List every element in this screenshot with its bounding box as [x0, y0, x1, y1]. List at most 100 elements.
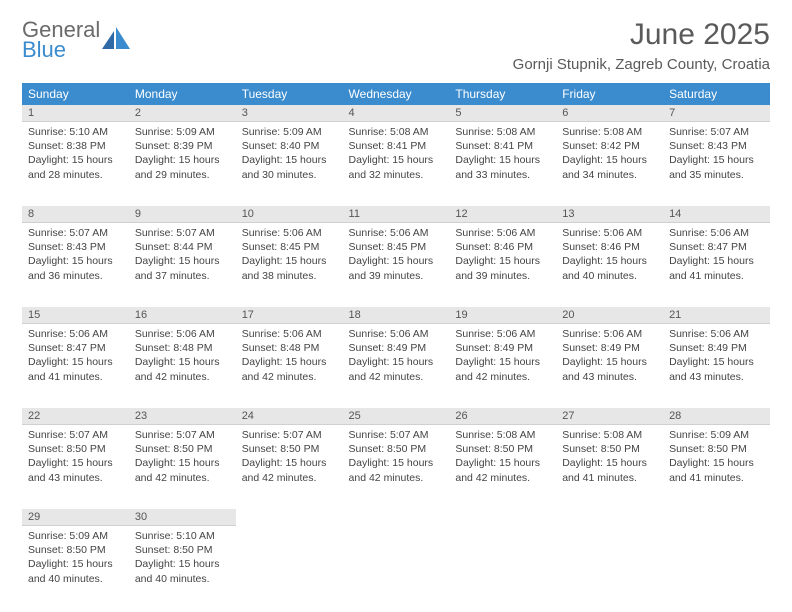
calendar-table: Sunday Monday Tuesday Wednesday Thursday… [22, 83, 770, 610]
daylight-text: Daylight: 15 hours [455, 355, 550, 369]
sunrise-text: Sunrise: 5:07 AM [349, 428, 444, 442]
daylight-text: and 42 minutes. [349, 370, 444, 384]
day-number: 12 [449, 206, 556, 223]
daylight-text: Daylight: 15 hours [135, 456, 230, 470]
day-cell: Sunrise: 5:10 AMSunset: 8:50 PMDaylight:… [129, 526, 236, 610]
daylight-text: and 33 minutes. [455, 168, 550, 182]
daylight-text: and 42 minutes. [455, 370, 550, 384]
daylight-text: and 41 minutes. [669, 269, 764, 283]
day-cell [556, 526, 663, 610]
day-number: 30 [129, 509, 236, 526]
day-number: 5 [449, 105, 556, 122]
sunset-text: Sunset: 8:46 PM [562, 240, 657, 254]
sunrise-text: Sunrise: 5:09 AM [242, 125, 337, 139]
daynum-row: 22232425262728 [22, 408, 770, 425]
day-cell: Sunrise: 5:09 AMSunset: 8:40 PMDaylight:… [236, 122, 343, 206]
day-cell: Sunrise: 5:07 AMSunset: 8:50 PMDaylight:… [22, 425, 129, 509]
day-number [343, 509, 450, 526]
sunset-text: Sunset: 8:49 PM [455, 341, 550, 355]
day-number: 2 [129, 105, 236, 122]
sunrise-text: Sunrise: 5:06 AM [28, 327, 123, 341]
day-cell: Sunrise: 5:06 AMSunset: 8:46 PMDaylight:… [449, 223, 556, 307]
sunset-text: Sunset: 8:50 PM [28, 543, 123, 557]
day-number: 18 [343, 307, 450, 324]
sunrise-text: Sunrise: 5:07 AM [135, 428, 230, 442]
daylight-text: Daylight: 15 hours [562, 254, 657, 268]
day-cell: Sunrise: 5:07 AMSunset: 8:43 PMDaylight:… [22, 223, 129, 307]
day-cell: Sunrise: 5:06 AMSunset: 8:45 PMDaylight:… [236, 223, 343, 307]
daylight-text: Daylight: 15 hours [562, 153, 657, 167]
daylight-text: and 28 minutes. [28, 168, 123, 182]
day-cell: Sunrise: 5:09 AMSunset: 8:50 PMDaylight:… [22, 526, 129, 610]
day-cell: Sunrise: 5:07 AMSunset: 8:50 PMDaylight:… [236, 425, 343, 509]
sunset-text: Sunset: 8:45 PM [349, 240, 444, 254]
day-header: Monday [129, 83, 236, 105]
day-number: 15 [22, 307, 129, 324]
day-number: 26 [449, 408, 556, 425]
daylight-text: and 42 minutes. [242, 370, 337, 384]
sunset-text: Sunset: 8:40 PM [242, 139, 337, 153]
sunset-text: Sunset: 8:49 PM [562, 341, 657, 355]
sunrise-text: Sunrise: 5:10 AM [28, 125, 123, 139]
day-number: 4 [343, 105, 450, 122]
daylight-text: Daylight: 15 hours [28, 557, 123, 571]
sunrise-text: Sunrise: 5:09 AM [28, 529, 123, 543]
sunrise-text: Sunrise: 5:06 AM [349, 327, 444, 341]
sunrise-text: Sunrise: 5:08 AM [349, 125, 444, 139]
sunrise-text: Sunrise: 5:06 AM [135, 327, 230, 341]
week-row: Sunrise: 5:07 AMSunset: 8:43 PMDaylight:… [22, 223, 770, 307]
sunrise-text: Sunrise: 5:07 AM [135, 226, 230, 240]
daylight-text: Daylight: 15 hours [28, 355, 123, 369]
day-cell: Sunrise: 5:07 AMSunset: 8:50 PMDaylight:… [343, 425, 450, 509]
week-row: Sunrise: 5:06 AMSunset: 8:47 PMDaylight:… [22, 324, 770, 408]
sunset-text: Sunset: 8:47 PM [28, 341, 123, 355]
day-cell: Sunrise: 5:09 AMSunset: 8:39 PMDaylight:… [129, 122, 236, 206]
day-number: 22 [22, 408, 129, 425]
sunset-text: Sunset: 8:38 PM [28, 139, 123, 153]
day-number: 16 [129, 307, 236, 324]
day-header: Thursday [449, 83, 556, 105]
sunrise-text: Sunrise: 5:09 AM [135, 125, 230, 139]
daylight-text: and 35 minutes. [669, 168, 764, 182]
day-cell: Sunrise: 5:06 AMSunset: 8:49 PMDaylight:… [449, 324, 556, 408]
day-cell [449, 526, 556, 610]
sunset-text: Sunset: 8:42 PM [562, 139, 657, 153]
day-cell: Sunrise: 5:06 AMSunset: 8:48 PMDaylight:… [236, 324, 343, 408]
day-number: 9 [129, 206, 236, 223]
daylight-text: Daylight: 15 hours [135, 557, 230, 571]
daylight-text: and 42 minutes. [349, 471, 444, 485]
sunrise-text: Sunrise: 5:08 AM [562, 125, 657, 139]
daylight-text: Daylight: 15 hours [135, 254, 230, 268]
sunrise-text: Sunrise: 5:07 AM [28, 226, 123, 240]
day-cell: Sunrise: 5:06 AMSunset: 8:47 PMDaylight:… [22, 324, 129, 408]
daylight-text: and 34 minutes. [562, 168, 657, 182]
sunrise-text: Sunrise: 5:06 AM [455, 327, 550, 341]
day-cell: Sunrise: 5:08 AMSunset: 8:41 PMDaylight:… [343, 122, 450, 206]
day-cell: Sunrise: 5:10 AMSunset: 8:38 PMDaylight:… [22, 122, 129, 206]
day-number: 6 [556, 105, 663, 122]
daylight-text: Daylight: 15 hours [669, 153, 764, 167]
day-number: 8 [22, 206, 129, 223]
day-cell [236, 526, 343, 610]
day-number: 28 [663, 408, 770, 425]
sunset-text: Sunset: 8:41 PM [349, 139, 444, 153]
sunset-text: Sunset: 8:46 PM [455, 240, 550, 254]
day-number [663, 509, 770, 526]
sunrise-text: Sunrise: 5:06 AM [562, 226, 657, 240]
daylight-text: and 30 minutes. [242, 168, 337, 182]
day-cell: Sunrise: 5:06 AMSunset: 8:46 PMDaylight:… [556, 223, 663, 307]
daylight-text: Daylight: 15 hours [242, 355, 337, 369]
daylight-text: Daylight: 15 hours [349, 153, 444, 167]
day-cell: Sunrise: 5:06 AMSunset: 8:48 PMDaylight:… [129, 324, 236, 408]
daylight-text: Daylight: 15 hours [455, 254, 550, 268]
sunset-text: Sunset: 8:48 PM [242, 341, 337, 355]
daynum-row: 891011121314 [22, 206, 770, 223]
daylight-text: and 40 minutes. [135, 572, 230, 586]
sunrise-text: Sunrise: 5:08 AM [455, 428, 550, 442]
daylight-text: and 42 minutes. [135, 370, 230, 384]
daylight-text: Daylight: 15 hours [349, 254, 444, 268]
day-cell: Sunrise: 5:06 AMSunset: 8:49 PMDaylight:… [343, 324, 450, 408]
daylight-text: Daylight: 15 hours [669, 254, 764, 268]
day-cell: Sunrise: 5:06 AMSunset: 8:49 PMDaylight:… [663, 324, 770, 408]
day-header-row: Sunday Monday Tuesday Wednesday Thursday… [22, 83, 770, 105]
